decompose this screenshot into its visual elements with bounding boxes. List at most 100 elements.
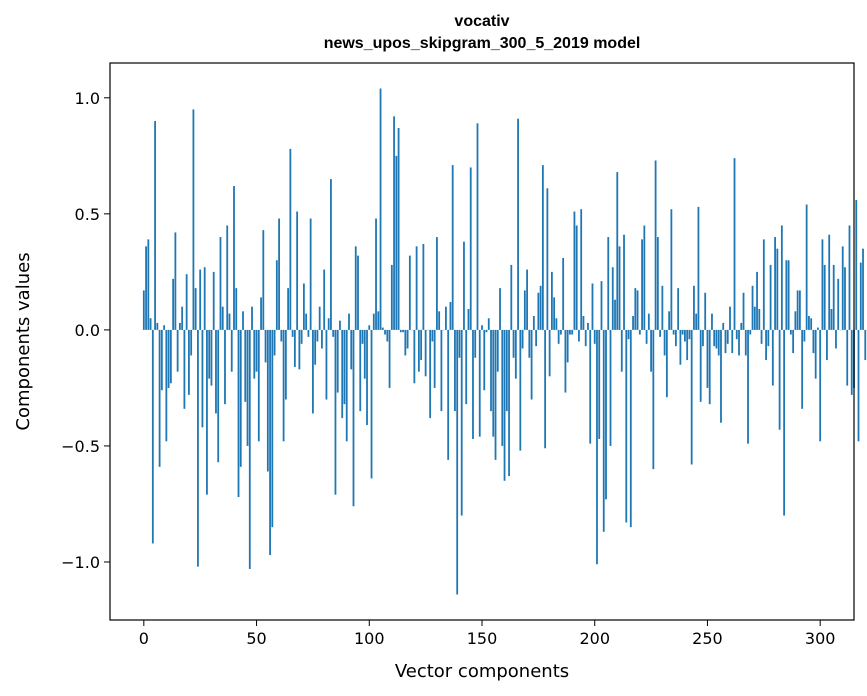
bar: [350, 329, 353, 370]
bar: [215, 329, 217, 414]
bar: [855, 199, 858, 330]
bar: [284, 329, 287, 400]
bar: [208, 329, 211, 379]
bar: [190, 329, 193, 356]
bar: [729, 306, 731, 330]
bar: [334, 329, 337, 495]
bar: [704, 292, 707, 330]
bar: [555, 318, 558, 330]
bar: [774, 237, 776, 330]
bar: [251, 306, 253, 330]
bar: [217, 329, 220, 463]
bar: [456, 329, 459, 595]
bar: [656, 237, 659, 330]
bar: [681, 329, 684, 335]
y-tick-label: −0.5: [61, 437, 100, 456]
bar: [199, 269, 202, 330]
bar: [523, 290, 526, 330]
bar: [837, 278, 840, 330]
bar: [183, 329, 186, 409]
bar: [377, 311, 380, 330]
bar: [544, 329, 547, 449]
bar: [275, 260, 278, 330]
x-tick-label: 300: [805, 629, 836, 648]
x-axis-ticks: 0 50 100 150 200 250 300: [139, 620, 836, 648]
bar: [390, 264, 393, 330]
y-axis-ticks: −1.0 −0.5 0.0 0.5 1.0: [61, 89, 110, 572]
bar: [684, 329, 686, 342]
bar: [580, 209, 583, 330]
bar: [160, 329, 163, 391]
x-axis-label: Vector components: [395, 661, 569, 682]
bar: [785, 260, 788, 330]
bar: [375, 218, 377, 330]
bar: [397, 127, 400, 330]
bar: [706, 329, 709, 388]
bar: [172, 278, 175, 330]
bar: [717, 329, 720, 356]
bar: [239, 329, 242, 467]
bar: [573, 211, 576, 330]
bar: [260, 297, 262, 330]
bar: [618, 246, 621, 330]
bar: [185, 274, 188, 330]
bar: [253, 329, 256, 379]
bar: [413, 329, 416, 384]
bar: [368, 325, 371, 330]
bar: [647, 313, 650, 330]
y-axis-label: Components values: [13, 252, 34, 430]
bar: [289, 148, 292, 330]
bar: [713, 329, 716, 347]
bar: [553, 297, 556, 330]
bar: [546, 188, 549, 330]
bar: [341, 329, 344, 419]
bar: [469, 167, 472, 330]
bar: [810, 318, 813, 330]
bar: [393, 116, 395, 330]
bar: [600, 281, 603, 330]
bar: [674, 329, 677, 347]
bar: [212, 271, 215, 330]
bar: [690, 329, 693, 465]
bar: [672, 329, 675, 335]
bar: [499, 288, 501, 330]
bar: [798, 290, 801, 330]
bar: [670, 209, 673, 330]
bar: [632, 315, 634, 330]
bar: [483, 329, 486, 391]
bar: [487, 318, 490, 330]
bar: [314, 329, 317, 365]
bar: [345, 329, 348, 442]
bar: [560, 329, 562, 335]
bar: [445, 306, 447, 330]
bar: [476, 123, 479, 330]
bar: [305, 313, 308, 330]
bar: [593, 329, 596, 344]
bar: [514, 329, 517, 379]
bar: [722, 322, 725, 330]
bar: [300, 329, 303, 344]
x-tick-label: 100: [354, 629, 385, 648]
bar: [269, 329, 271, 556]
bar: [262, 230, 265, 330]
bar: [287, 288, 290, 330]
bar: [221, 306, 224, 330]
bar: [321, 329, 323, 349]
bar: [697, 206, 700, 330]
bar: [424, 329, 427, 377]
x-tick-label: 250: [692, 629, 723, 648]
bar: [233, 186, 235, 330]
bar: [485, 329, 488, 333]
bar: [821, 239, 824, 330]
y-tick-label: 0.0: [75, 321, 100, 340]
bar: [817, 327, 819, 330]
bar: [638, 329, 641, 335]
bar: [789, 329, 792, 335]
bar: [165, 329, 168, 442]
bar: [688, 329, 691, 340]
bar: [645, 329, 648, 344]
bar: [178, 322, 181, 330]
bar: [490, 329, 492, 412]
bar: [844, 267, 846, 330]
